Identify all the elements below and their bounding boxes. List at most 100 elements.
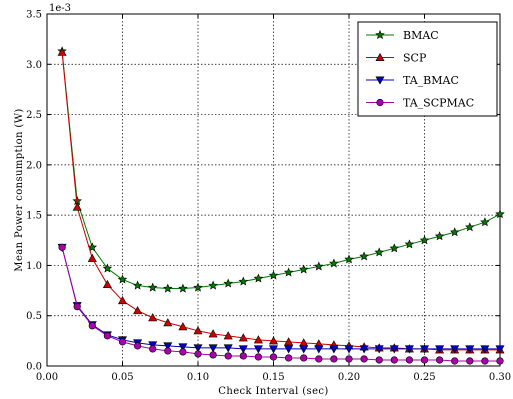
data-point xyxy=(239,352,247,360)
data-point xyxy=(405,356,414,364)
data-point xyxy=(269,353,278,361)
series-layer xyxy=(57,46,505,365)
legend-label: BMAC xyxy=(403,29,439,42)
data-point xyxy=(223,331,233,340)
legend-marker xyxy=(375,30,385,40)
data-point xyxy=(163,318,173,327)
data-point xyxy=(344,345,354,354)
series-bmac xyxy=(57,46,505,293)
data-point xyxy=(359,251,369,261)
data-point xyxy=(147,282,158,292)
data-point xyxy=(134,342,142,350)
x-tick-label: 0.30 xyxy=(489,372,511,383)
data-point xyxy=(148,341,158,350)
data-point xyxy=(193,282,203,292)
data-point xyxy=(374,345,384,354)
data-point xyxy=(481,357,489,365)
data-point xyxy=(72,202,82,211)
legend-entry: TA_BMAC xyxy=(366,74,459,87)
grid-lines xyxy=(47,14,500,366)
data-point xyxy=(253,273,264,283)
x-tick-label: 0.05 xyxy=(111,372,133,383)
data-point xyxy=(268,270,279,280)
data-point xyxy=(253,345,263,354)
data-point xyxy=(102,279,112,289)
data-point xyxy=(436,356,444,364)
data-point xyxy=(495,345,505,354)
data-point xyxy=(88,322,96,330)
data-point xyxy=(57,47,67,56)
data-point xyxy=(390,356,398,364)
data-point xyxy=(495,209,505,219)
data-point xyxy=(315,355,323,363)
y-axis-multiplier: 1e-3 xyxy=(49,3,71,14)
data-point xyxy=(374,247,384,257)
data-point xyxy=(87,242,98,252)
data-point xyxy=(435,345,445,354)
data-point xyxy=(117,274,128,284)
data-point xyxy=(103,332,111,340)
data-point xyxy=(465,222,475,232)
data-point xyxy=(284,337,294,346)
data-point xyxy=(330,355,338,363)
data-point xyxy=(194,350,202,358)
data-point xyxy=(178,283,188,293)
data-point xyxy=(133,306,143,315)
data-point xyxy=(148,313,158,322)
legend-marker xyxy=(375,76,385,85)
data-point xyxy=(419,235,430,245)
data-point xyxy=(360,355,368,363)
data-point xyxy=(149,345,157,353)
data-point xyxy=(285,354,293,362)
data-point xyxy=(193,344,203,353)
data-point xyxy=(404,345,414,354)
y-tick-label: 1.0 xyxy=(26,261,42,272)
data-point xyxy=(208,344,218,353)
x-tick-label: 0.15 xyxy=(262,372,284,383)
x-tick-label: 0.25 xyxy=(413,372,435,383)
data-point xyxy=(283,267,294,277)
data-point xyxy=(193,326,203,335)
data-point xyxy=(389,345,399,354)
data-point xyxy=(209,351,217,359)
data-point xyxy=(419,345,430,354)
data-point xyxy=(450,345,460,354)
legend-label: TA_SCPMAC xyxy=(403,97,474,110)
data-point xyxy=(451,357,459,365)
y-tick-label: 2.5 xyxy=(26,110,42,121)
data-point xyxy=(208,329,218,338)
x-tick-label: 0.10 xyxy=(187,372,209,383)
data-point xyxy=(238,276,249,286)
data-point xyxy=(268,345,279,354)
data-point xyxy=(314,345,324,354)
data-point xyxy=(102,263,113,273)
data-point xyxy=(178,322,188,331)
data-point xyxy=(314,261,324,271)
data-point xyxy=(73,303,81,311)
data-point xyxy=(449,227,460,237)
data-point xyxy=(480,217,490,227)
data-point xyxy=(254,353,262,361)
data-point xyxy=(329,258,339,268)
data-point xyxy=(223,344,233,353)
data-point xyxy=(178,343,188,352)
data-point xyxy=(404,239,415,249)
data-point xyxy=(238,333,248,342)
data-point xyxy=(238,345,248,354)
y-axis-title: Mean Power consumption (W) xyxy=(14,108,25,271)
legend: BMAC SCP TA_BMAC TA_SCPMAC xyxy=(357,21,498,117)
legend-entry: TA_SCPMAC xyxy=(366,97,474,110)
data-point xyxy=(434,231,445,241)
data-point xyxy=(87,253,97,262)
y-tick-label: 1.5 xyxy=(26,211,42,222)
y-tick-label: 0.0 xyxy=(26,362,42,373)
data-point xyxy=(253,335,263,344)
legend-entry: BMAC xyxy=(366,29,439,42)
data-point xyxy=(466,357,474,365)
data-point xyxy=(179,348,187,356)
legend-label: TA_BMAC xyxy=(403,74,459,87)
data-point xyxy=(359,345,369,354)
data-point xyxy=(223,278,233,288)
x-tick-label: 0.20 xyxy=(338,372,360,383)
data-point xyxy=(375,356,383,364)
